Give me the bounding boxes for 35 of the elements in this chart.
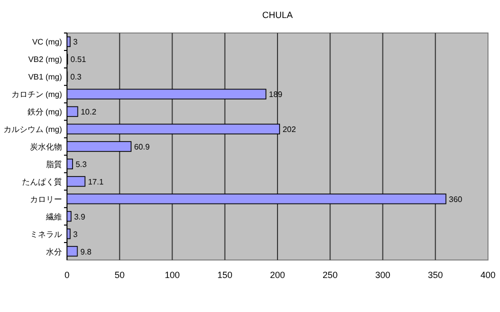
data-label: 202 — [282, 125, 297, 134]
x-tick-label: 0 — [64, 270, 70, 280]
data-label: 0.51 — [70, 55, 87, 64]
y-tick-label: VB1 (mg) — [28, 72, 62, 82]
x-tick-label: 350 — [428, 270, 443, 280]
data-label: 0.3 — [70, 72, 82, 82]
x-tick-label: 300 — [375, 270, 390, 280]
data-label: 60.9 — [134, 142, 150, 152]
x-tick-label: 50 — [114, 270, 125, 280]
y-tick-label: 脂質 — [46, 160, 62, 169]
y-tick-label: 水分 — [46, 247, 62, 256]
y-tick-label: 鉄分 (mg) — [27, 108, 62, 117]
data-label: 360 — [448, 194, 463, 204]
y-tick-label: 繊維 — [45, 212, 62, 222]
data-label: 3 — [73, 230, 78, 239]
y-tick-label: カルシウム (mg) — [3, 125, 62, 134]
y-tick-label: VC (mg) — [32, 38, 62, 47]
data-label: 9.8 — [80, 247, 92, 256]
y-tick-label: ミネラル — [30, 230, 62, 239]
y-tick-label: たんぱく質 — [22, 177, 62, 186]
data-label: 5.3 — [76, 160, 88, 169]
chart-title: CHULA — [262, 10, 293, 20]
x-tick-label: 150 — [217, 270, 232, 280]
y-tick-label: カロリー — [30, 194, 62, 204]
x-tick-label: 250 — [322, 270, 338, 280]
x-tick-label: 400 — [480, 270, 496, 280]
data-label: 3 — [73, 38, 78, 47]
x-tick-label: 200 — [270, 270, 286, 280]
data-label: 17.1 — [88, 177, 104, 186]
y-tick-label: カロチン (mg) — [11, 90, 62, 100]
data-label: 10.2 — [80, 108, 97, 117]
x-tick-label: 100 — [164, 270, 180, 280]
y-tick-label: 炭水化物 — [30, 142, 62, 152]
data-label: 3.9 — [74, 212, 86, 222]
y-tick-label: VB2 (mg) — [28, 55, 62, 64]
